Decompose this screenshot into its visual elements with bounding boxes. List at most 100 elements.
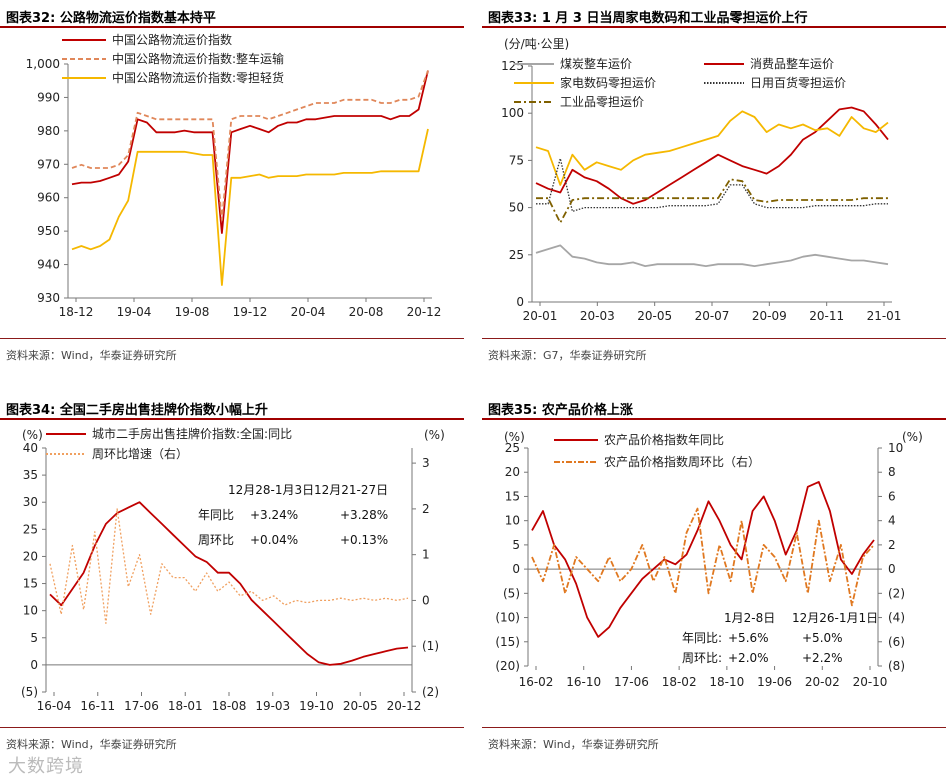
- annotation-value: +2.2%: [802, 651, 843, 665]
- y2-tick-label: 2: [422, 502, 430, 516]
- legend-label: 工业品零担运价: [560, 95, 644, 109]
- x-tick-label: 20-05: [343, 699, 378, 713]
- y2-tick-label: (8): [888, 659, 905, 673]
- x-tick-label: 16-10: [566, 675, 601, 689]
- series-line-0: [49, 501, 409, 666]
- chart-panel-road-freight: 图表32: 公路物流运价指数基本持平 930 940 950 960 970 980 990…: [0, 0, 470, 370]
- y-tick-label: 25: [509, 248, 524, 262]
- annotation-period-previous: 12月21-27日: [314, 483, 388, 497]
- x-tick-label: 19-10: [299, 699, 334, 713]
- footer-rule: [482, 727, 946, 728]
- x-tick-label: 20-02: [805, 675, 840, 689]
- legend-label: 中国公路物流运价指数:整车运输: [112, 51, 284, 66]
- y-tick-label: 950: [37, 224, 60, 238]
- y2-tick-label: 3: [422, 456, 430, 470]
- y-tick-label: 940: [37, 258, 60, 272]
- annotation-value: +5.6%: [728, 631, 769, 645]
- y2-tick-label: (1): [422, 639, 439, 653]
- y-tick-label: 25: [23, 522, 38, 536]
- y-tick-label: 30: [23, 495, 38, 509]
- x-tick-label: 20-03: [580, 309, 615, 323]
- chart-freight-rates: 0 25 50 75 100 125 20-01 20-03 20-05 20-07 20-09 20…: [501, 37, 902, 323]
- x-tick-label: 20-08: [349, 305, 384, 319]
- y2-tick-label: 10: [888, 441, 903, 455]
- y-tick-label: 50: [509, 201, 524, 215]
- y-tick-label: (5): [21, 685, 38, 699]
- chart-title: 图表33: 1 月 3 日当周家电数码和工业品零担运价上行: [488, 11, 808, 26]
- y-tick-label: 990: [37, 90, 60, 104]
- legend-label: 消费品整车运价: [750, 56, 834, 71]
- x-tick-label: 18-01: [168, 699, 203, 713]
- y-tick-label: 10: [505, 514, 520, 528]
- annotation-row-label: 年同比:: [682, 631, 722, 645]
- annotation-row-label: 周环比: [198, 533, 234, 547]
- y2-tick-label: (2): [888, 586, 905, 600]
- y-tick-label: 5: [30, 631, 38, 645]
- y-tick-label: (20): [495, 659, 520, 673]
- x-tick-label: 21-01: [867, 309, 902, 323]
- legend-label: 家电数码零担运价: [560, 75, 656, 90]
- x-tick-label: 19-12: [233, 305, 268, 319]
- y-tick-label: 40: [23, 441, 38, 455]
- x-tick-label: 16-02: [519, 675, 554, 689]
- chart-source: 资料来源：G7，华泰证券研究所: [488, 349, 647, 362]
- y-tick-label: 980: [37, 124, 60, 138]
- chart-panel-agri-price: 图表35: 农产品价格上涨 (20) (15) (10) (5) 0 5 10 15 20 25(…: [482, 392, 952, 775]
- legend-label: 日用百货零担运价: [750, 75, 846, 90]
- y2-axis-unit: (%): [902, 430, 923, 444]
- y-tick-label: 10: [23, 604, 38, 618]
- footer-rule: [0, 727, 464, 728]
- series-line-3: [536, 157, 888, 213]
- legend-label: 农产品价格指数周环比（右）: [604, 454, 760, 469]
- chart-road-freight-index: 930 940 950 960 970 980 990 1,000 18-12 19-04 19-0…: [26, 32, 442, 319]
- x-tick-label: 18-08: [212, 699, 247, 713]
- x-tick-label: 19-03: [255, 699, 290, 713]
- series-line-0: [71, 70, 429, 234]
- x-tick-label: 16-04: [37, 699, 72, 713]
- chart-source: 资料来源：Wind，华泰证券研究所: [6, 349, 177, 362]
- series-line-1: [531, 507, 875, 607]
- series-line-2: [71, 128, 429, 286]
- y-tick-label: (10): [495, 611, 520, 625]
- x-tick-label: 20-09: [752, 309, 787, 323]
- x-tick-label: 18-10: [709, 675, 744, 689]
- y-tick-label: 15: [23, 577, 38, 591]
- title-rule: [482, 418, 946, 420]
- x-tick-label: 20-04: [291, 305, 326, 319]
- footer-rule: [0, 338, 464, 339]
- title-rule: [0, 418, 464, 420]
- annotation-period-previous: 12月26-1月1日: [792, 611, 878, 625]
- annotation-value: +0.13%: [340, 533, 388, 547]
- x-tick-label: 19-08: [175, 305, 210, 319]
- y-tick-label: 20: [505, 465, 520, 479]
- y-tick-label: 35: [23, 468, 38, 482]
- y2-tick-label: 1: [422, 548, 430, 562]
- y2-tick-label: 8: [888, 465, 896, 479]
- x-tick-label: 20-11: [809, 309, 844, 323]
- footer-rule: [482, 338, 946, 339]
- annotation-value: +0.04%: [250, 533, 298, 547]
- y-tick-label: 0: [516, 295, 524, 309]
- y-tick-label: 1,000: [26, 57, 60, 71]
- annotation-row-label: 年同比: [198, 508, 234, 522]
- x-tick-label: 20-10: [853, 675, 888, 689]
- y-tick-label: 25: [505, 441, 520, 455]
- y2-axis-unit: (%): [424, 428, 445, 442]
- legend-label: 煤炭整车运价: [560, 56, 632, 71]
- y2-tick-label: 4: [888, 514, 896, 528]
- chart-panel-housing-price: 图表34: 全国二手房出售挂牌价指数小幅上升 (5) 0 5 10 15 20 25 30 35…: [0, 392, 470, 775]
- legend-label: 中国公路物流运价指数:零担轻货: [112, 70, 284, 85]
- chart-agri-price-index: (20) (15) (10) (5) 0 5 10 15 20 25 (8) (6) (4) (2) 0 2 4…: [495, 430, 923, 689]
- x-tick-label: 18-02: [662, 675, 697, 689]
- legend-label: 周环比增速（右）: [92, 446, 188, 461]
- y-tick-label: 960: [37, 191, 60, 205]
- y-axis-unit: (%): [22, 428, 43, 442]
- chart-title: 图表32: 公路物流运价指数基本持平: [6, 11, 216, 26]
- legend-label: 农产品价格指数年同比: [604, 432, 724, 447]
- chart-housing-price-index: (5) 0 5 10 15 20 25 30 35 40 (2) (1) 0 1 2 3 16-04 16-11 1…: [21, 426, 445, 713]
- annotation-value: +3.28%: [340, 508, 388, 522]
- y-tick-label: 970: [37, 157, 60, 171]
- y-tick-label: (15): [495, 635, 520, 649]
- y2-tick-label: 0: [888, 562, 896, 576]
- chart-title: 图表34: 全国二手房出售挂牌价指数小幅上升: [6, 403, 268, 418]
